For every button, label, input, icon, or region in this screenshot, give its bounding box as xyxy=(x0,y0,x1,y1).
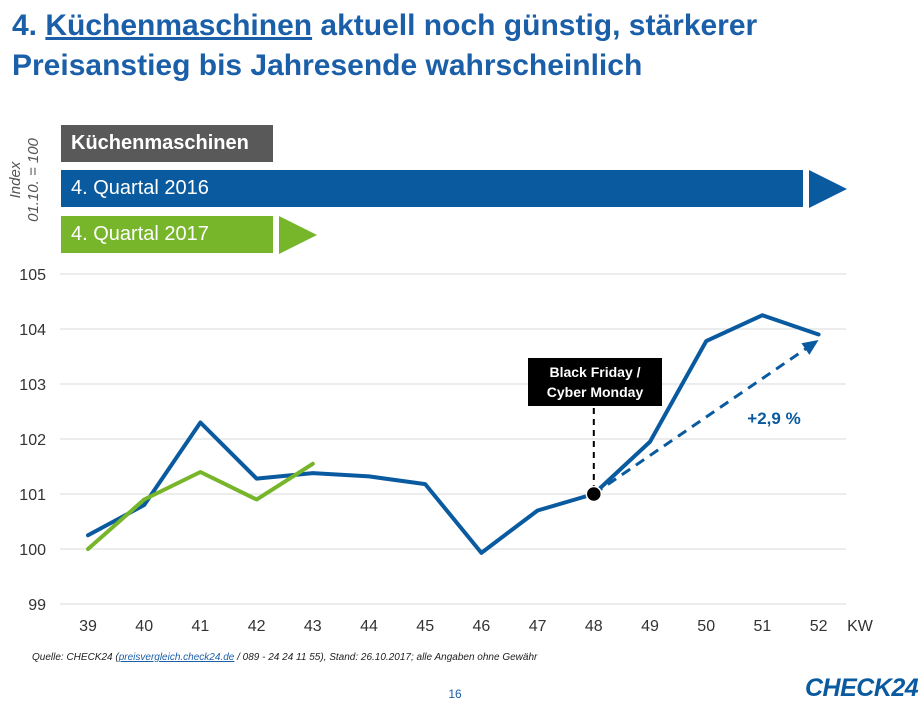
event-label-line1: Black Friday / xyxy=(549,364,641,380)
series-line xyxy=(86,313,821,555)
x-tick-label: 50 xyxy=(697,618,715,635)
trend-line xyxy=(592,345,810,496)
event-label-line2: Cyber Monday xyxy=(546,384,644,400)
arrow-right-icon xyxy=(809,170,847,208)
y-tick-label: 105 xyxy=(19,267,46,284)
x-tick-label: 51 xyxy=(754,618,772,635)
x-tick-label: 41 xyxy=(192,618,210,635)
y-tick-label: 100 xyxy=(19,542,46,559)
series-line xyxy=(86,461,315,551)
title-highlight: Küchenmaschinen xyxy=(45,9,313,42)
trend-label: +2,9 % xyxy=(747,409,800,428)
x-tick-label: 46 xyxy=(473,618,491,635)
y-tick-label: 104 xyxy=(19,322,46,339)
x-tick-label: 42 xyxy=(248,618,266,635)
y-tick-label: 102 xyxy=(19,432,46,449)
trend-arrowhead xyxy=(801,340,819,355)
x-tick-label: 40 xyxy=(135,618,153,635)
y-tick-label: 103 xyxy=(19,377,46,394)
source-suffix: / 089 - 24 24 11 55), Stand: 26.10.2017;… xyxy=(234,652,538,663)
x-tick-label: 43 xyxy=(304,618,322,635)
x-tick-label: 48 xyxy=(585,618,603,635)
y-tick-label: 101 xyxy=(19,487,46,504)
x-axis-label: KW xyxy=(847,618,874,635)
source-prefix: Quelle: CHECK24 ( xyxy=(32,652,119,663)
page-title: 4. Küchenmaschinen aktuell noch günstig,… xyxy=(12,6,912,86)
title-rest: aktuell noch günstig, stärkerer Preisans… xyxy=(12,9,758,82)
category-label: Küchenmaschinen xyxy=(61,125,273,162)
x-tick-label: 52 xyxy=(810,618,828,635)
x-tick-label: 47 xyxy=(529,618,547,635)
legend-2017: 4. Quartal 2017 xyxy=(61,216,273,253)
page-number: 16 xyxy=(448,687,462,701)
x-tick-label: 49 xyxy=(641,618,659,635)
x-tick-label: 45 xyxy=(416,618,434,635)
x-tick-label: 44 xyxy=(360,618,378,635)
event-marker xyxy=(585,485,603,503)
y-tick-label: 99 xyxy=(28,597,46,614)
source-link[interactable]: preisvergleich.check24.de xyxy=(118,652,235,663)
arrow-right-icon xyxy=(279,216,317,254)
title-prefix: 4. xyxy=(12,9,46,42)
legend-2016: 4. Quartal 2016 xyxy=(61,170,803,207)
source-note: Quelle: CHECK24 (preisvergleich.check24.… xyxy=(32,652,537,663)
x-tick-label: 39 xyxy=(79,618,97,635)
brand-logo: CHECK24 xyxy=(805,674,919,702)
event-label: Black Friday / Cyber Monday xyxy=(528,358,662,406)
